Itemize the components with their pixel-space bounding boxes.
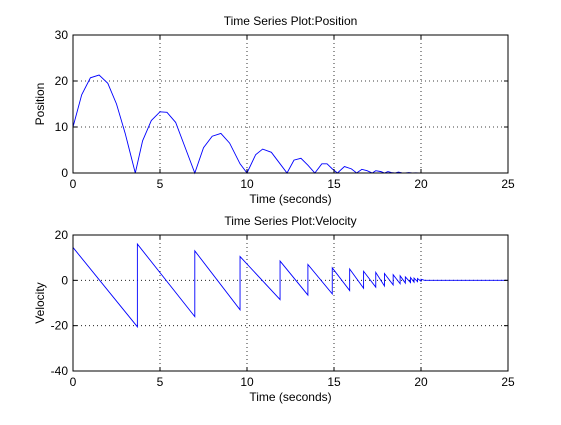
y-tick-label: 20 [55, 228, 69, 242]
x-tick-label: 20 [414, 375, 428, 389]
x-tick-label: 25 [501, 375, 515, 389]
x-tick-label: 0 [70, 375, 77, 389]
x-tick-label: 15 [327, 177, 341, 191]
y-tick-label: 0 [61, 273, 68, 287]
x-tick-label: 25 [501, 177, 515, 191]
x-tick-label: 10 [240, 375, 254, 389]
x-tick-label: 20 [414, 177, 428, 191]
chart-title: Time Series Plot:Position [224, 14, 358, 28]
position-plot: 0 5 10 15 20 25 0 10 20 30 Time Series Plot:Positi… [33, 14, 515, 206]
plot-area [73, 235, 508, 371]
y-tick-label: -20 [51, 319, 69, 333]
series-line [72, 242, 508, 329]
x-tick-label: 5 [157, 177, 164, 191]
y-tick-label: -40 [51, 364, 69, 378]
y-tick-label: 30 [55, 28, 69, 42]
y-tick-label: 10 [55, 120, 69, 134]
x-axis-label: Time (seconds) [249, 390, 331, 404]
y-tick-label: 20 [55, 74, 69, 88]
y-axis-label: Position [33, 83, 47, 126]
y-tick-label: 0 [61, 166, 68, 180]
y-axis-label: Velocity [33, 282, 47, 323]
x-tick-label: 5 [157, 375, 164, 389]
x-axis-label: Time (seconds) [249, 192, 331, 206]
plot-area [73, 35, 508, 173]
x-tick-label: 10 [240, 177, 254, 191]
chart-title: Time Series Plot:Velocity [224, 214, 356, 228]
velocity-plot: 0 5 10 15 20 25 -40 -20 0 20 Time Series Plot:Velo… [33, 214, 515, 404]
axes-box [72, 34, 509, 174]
x-tick-label: 0 [70, 177, 77, 191]
x-tick-label: 15 [327, 375, 341, 389]
axes-box [72, 234, 509, 372]
